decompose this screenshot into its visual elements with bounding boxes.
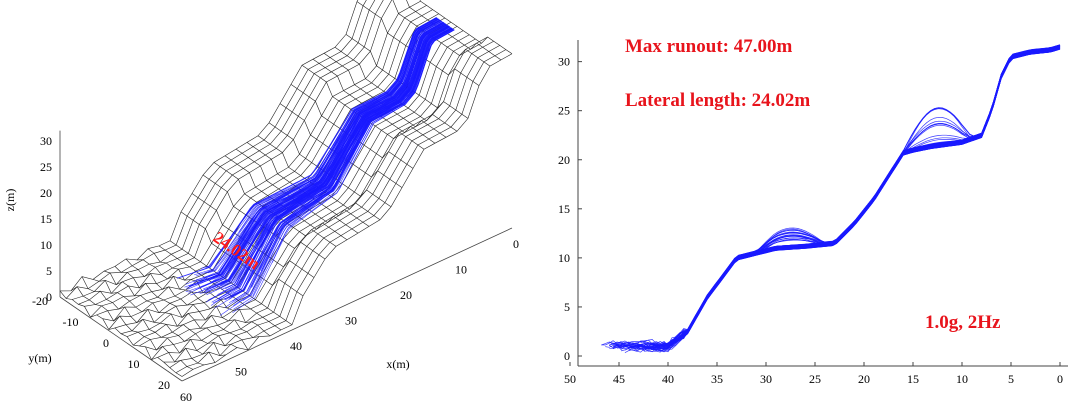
y-tick-label: 10	[558, 251, 570, 265]
trajectory-line	[206, 19, 441, 303]
trajectory-line	[267, 27, 452, 252]
trajectory-line	[636, 44, 1061, 348]
x-tick-label: 25	[809, 372, 821, 386]
terrain-mesh	[59, 0, 513, 377]
mesh-line-y	[81, 276, 205, 366]
mesh-line-y	[191, 193, 315, 278]
mesh-line-y	[70, 286, 194, 370]
mesh-line-y	[169, 240, 293, 326]
trajectory-line	[616, 47, 1061, 353]
z-tick-label: 5	[46, 264, 52, 278]
trajectory-line	[248, 22, 445, 271]
trajectory-line	[212, 28, 454, 304]
trajectory-line	[210, 20, 442, 306]
excitation-annotation: 1.0g, 2Hz	[925, 312, 1001, 333]
x-tick-label: 45	[613, 372, 625, 386]
lateral-length-annotation: Lateral length: 24.02m	[625, 90, 810, 111]
z-tick-label: 0	[46, 290, 52, 304]
z-tick-label: 20	[40, 186, 52, 200]
mesh-line-x	[181, 53, 513, 377]
mesh-line-y	[202, 174, 326, 260]
x-axis-line	[181, 227, 513, 382]
trajectory-line	[232, 22, 444, 267]
mesh-line-y	[59, 290, 183, 377]
y-tick-label: 15	[558, 202, 570, 216]
x-tick-label: 40	[662, 372, 674, 386]
trajectory-line	[687, 44, 1061, 330]
x-tick-label: 40	[290, 339, 302, 353]
mesh-line-y	[114, 266, 238, 348]
y-tick-label: -10	[63, 315, 79, 329]
mesh-line-x	[169, 45, 500, 368]
x-axis-label: x(m)	[386, 357, 409, 371]
trajectory-line	[216, 17, 437, 291]
mesh-line-y	[136, 259, 260, 338]
trajectory-line	[193, 22, 444, 283]
y-axis-line	[59, 296, 183, 382]
x-tick-label: 0	[513, 237, 519, 251]
z-axis-label: z(m)	[3, 189, 17, 212]
mesh-line-x	[96, 5, 427, 316]
x-tick-label: 60	[180, 390, 192, 404]
y-tick-label: 25	[558, 104, 570, 118]
y-tick-label: 10	[128, 357, 140, 371]
trajectory-line	[176, 17, 437, 279]
x-tick-label: 10	[455, 263, 467, 277]
mesh-line-y	[180, 211, 304, 297]
mesh-line-y	[92, 279, 216, 363]
mesh-line-y	[419, 0, 513, 55]
mesh-line-x	[102, 9, 433, 322]
mesh-line-y	[103, 270, 227, 357]
trajectory-line	[605, 45, 1061, 350]
x-tick-label: 30	[345, 314, 357, 328]
x-tick-label: 20	[400, 288, 412, 302]
y-tick-label: 20	[158, 378, 170, 392]
x-tick-label: 35	[711, 372, 723, 386]
trajectory-line	[217, 26, 450, 265]
mesh-line-y	[147, 248, 271, 337]
x-tick-label: 0	[1057, 372, 1063, 386]
x-tick-label: 10	[956, 372, 968, 386]
y-tick-label: 0	[103, 336, 109, 350]
trajectory-bundle-2d	[601, 44, 1061, 354]
mesh-line-y	[125, 258, 249, 351]
y-axis-label: y(m)	[28, 351, 51, 365]
trajectory-line	[258, 25, 450, 278]
trajectory-line	[188, 28, 454, 287]
trajectory-line	[219, 26, 450, 316]
z-tick-label: 25	[40, 160, 52, 174]
trajectory-line	[197, 18, 439, 282]
z-tick-label: 15	[40, 212, 52, 226]
x-tick-label: 30	[760, 372, 772, 386]
y-tick-label: 20	[558, 153, 570, 167]
trajectory-bundle-3d	[176, 17, 455, 316]
z-tick-label: 30	[40, 134, 52, 148]
y-tick-label: 0	[564, 349, 570, 363]
max-runout-annotation: Max runout: 47.00m	[625, 36, 792, 57]
y-tick-label: -20	[32, 294, 48, 308]
y-tick-label: 5	[564, 300, 570, 314]
mesh-line-x	[108, 13, 439, 330]
x-tick-label: 20	[858, 372, 870, 386]
x-tick-label: 50	[235, 365, 247, 379]
z-tick-label: 10	[40, 238, 52, 252]
x-tick-label: 50	[564, 372, 576, 386]
x-tick-label: 15	[907, 372, 919, 386]
left-3d-chart: 0 5 10 15 20 25 30 -20 -10 0 10 20 0 10 20 30 40 50 60 z(m…	[3, 0, 519, 404]
axes-3d: 0 5 10 15 20 25 30 -20 -10 0 10 20 0 10 20 30 40 50 60	[32, 130, 519, 404]
y-tick-label: 30	[558, 55, 570, 69]
mesh-line-x	[114, 17, 446, 329]
mesh-line-x	[175, 49, 507, 374]
trajectory-line	[254, 26, 451, 244]
x-tick-label: 5	[1008, 372, 1014, 386]
